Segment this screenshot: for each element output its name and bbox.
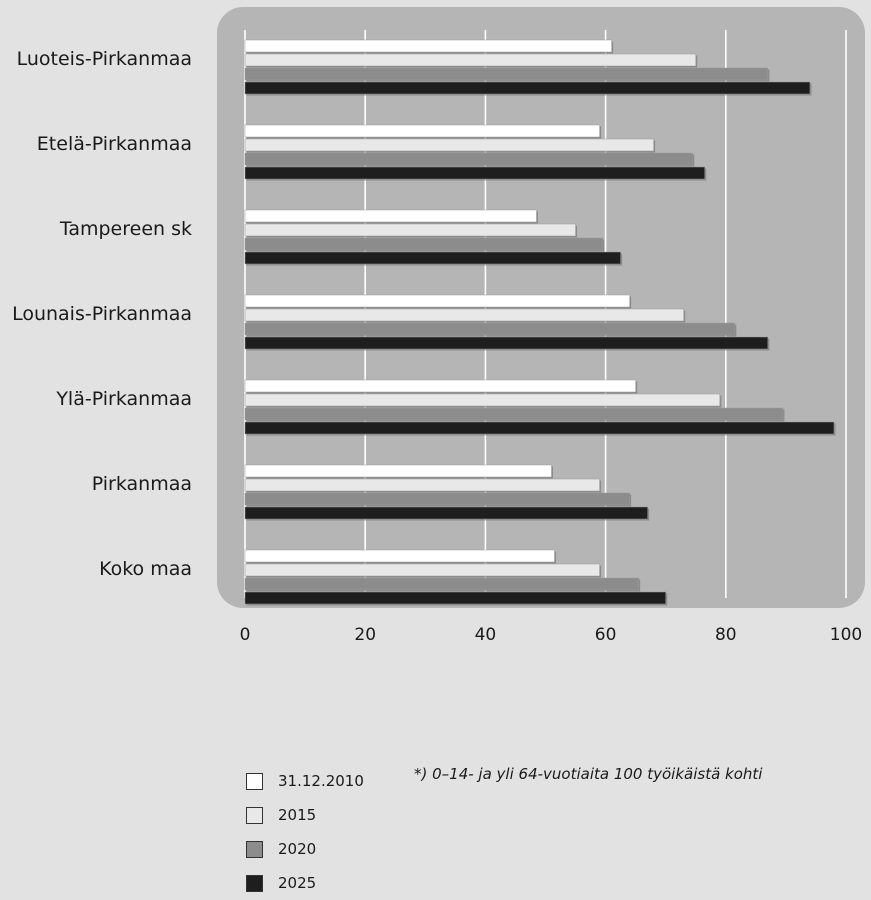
legend-item: 2020 (246, 832, 364, 866)
x-tick-label: 20 (354, 625, 376, 645)
bar (244, 506, 648, 520)
bar (244, 209, 537, 223)
legend-swatch (246, 806, 263, 824)
bar (244, 39, 612, 53)
bar (244, 393, 721, 407)
bar (244, 563, 600, 577)
category-label: Etelä-Pirkanmaa (37, 133, 192, 155)
bar (244, 577, 639, 591)
legend-label: 2015 (278, 806, 317, 824)
legend: 31.12.2010 2015 2020 2025 (246, 764, 364, 900)
category-label: Tampereen sk (59, 218, 192, 240)
x-tick-label: 100 (830, 625, 862, 645)
bar (244, 421, 835, 435)
bar (244, 53, 696, 67)
bar (244, 308, 684, 322)
legend-swatch (246, 874, 263, 892)
bars (244, 39, 836, 606)
bar (244, 336, 769, 350)
bar (244, 67, 769, 81)
legend-label: 2020 (278, 840, 317, 858)
bar (244, 152, 693, 166)
legend-swatch (246, 840, 263, 858)
bar (244, 223, 576, 237)
bar (244, 478, 600, 492)
bar (244, 294, 630, 308)
bar (244, 166, 706, 180)
x-tick-label: 60 (595, 625, 617, 645)
bar (244, 81, 811, 95)
x-tick-label: 80 (715, 625, 737, 645)
category-label: Koko maa (99, 558, 192, 580)
legend-swatch (246, 772, 263, 790)
x-tick-label: 40 (475, 625, 497, 645)
bar (244, 124, 600, 138)
legend-label: 2025 (278, 874, 317, 892)
bar (244, 549, 555, 563)
bar (244, 407, 784, 421)
bar (244, 492, 630, 506)
category-label: Luoteis-Pirkanmaa (17, 48, 192, 70)
legend-item: 2015 (246, 798, 364, 832)
bar (244, 464, 552, 478)
bar (244, 322, 736, 336)
category-label: Pirkanmaa (92, 473, 192, 495)
bar (244, 591, 666, 605)
x-tick-label: 0 (240, 625, 251, 645)
legend-item: 2025 (246, 866, 364, 900)
x-tick-labels: 0 20 40 60 80 100 (240, 625, 863, 645)
category-labels: Luoteis-Pirkanmaa Etelä-Pirkanmaa Tamperee… (12, 48, 192, 580)
legend-label: 31.12.2010 (278, 772, 364, 790)
bar (244, 237, 603, 251)
legend-item: 31.12.2010 (246, 764, 364, 798)
category-label: Ylä-Pirkanmaa (55, 388, 192, 410)
bar (244, 138, 654, 152)
category-label: Lounais-Pirkanmaa (12, 303, 192, 325)
footnote: *) 0–14- ja yli 64-vuotiaita 100 työikäi… (414, 765, 763, 783)
bar (244, 379, 636, 393)
bar (244, 251, 621, 265)
